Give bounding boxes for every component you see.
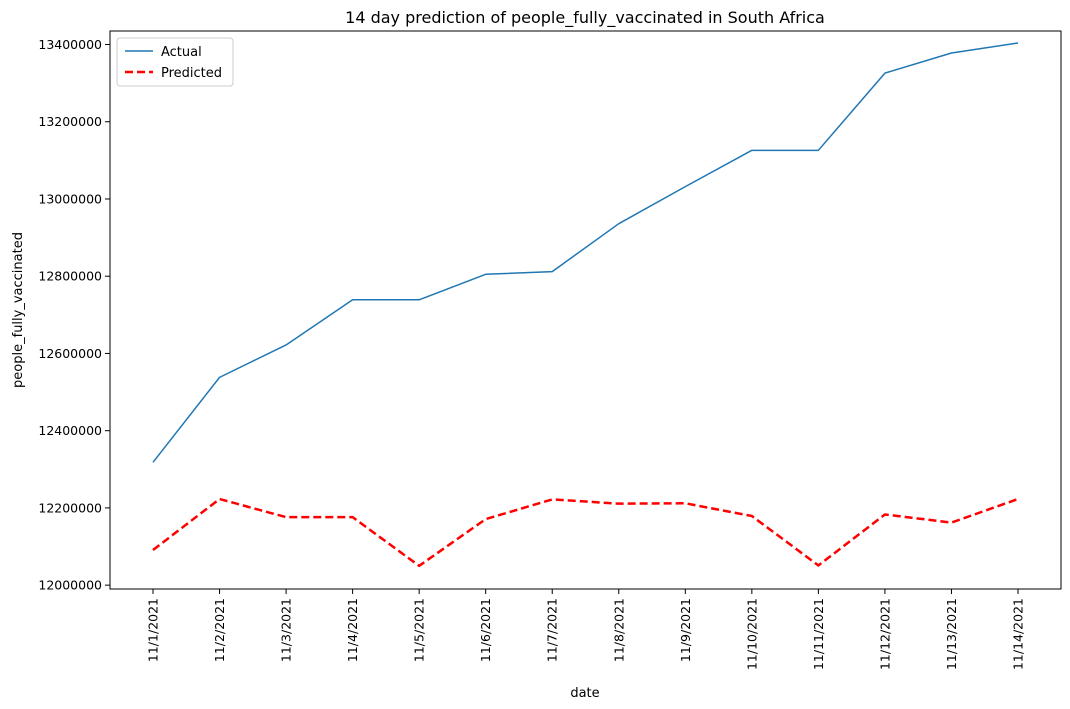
x-tick-label: 11/1/2021 xyxy=(146,598,161,662)
legend-box xyxy=(116,37,234,87)
legend: Actual Predicted xyxy=(116,37,234,87)
x-tick-label: 11/6/2021 xyxy=(478,598,493,662)
x-tick-label: 11/3/2021 xyxy=(279,598,294,662)
y-tick-label: 13200000 xyxy=(38,114,102,129)
plot-area-frame xyxy=(109,30,1062,590)
legend-label-actual: Actual xyxy=(161,45,202,60)
x-tick-label: 11/10/2021 xyxy=(744,598,759,670)
y-tick-label: 12000000 xyxy=(38,578,102,593)
series-layer xyxy=(152,42,1019,568)
legend-label-predicted: Predicted xyxy=(161,66,222,81)
y-tick-label: 12800000 xyxy=(38,269,102,284)
x-tick-label: 11/9/2021 xyxy=(678,598,693,662)
y-tick-label: 12600000 xyxy=(38,346,102,361)
y-tick-label: 13400000 xyxy=(38,37,102,52)
x-tick-label: 11/12/2021 xyxy=(877,598,892,670)
series-line-predicted xyxy=(152,497,1019,568)
y-axis-label: people_fully_vaccinated xyxy=(11,232,26,388)
x-axis: 11/1/2021 11/2/2021 11/3/2021 11/4/2021 11/5… xyxy=(146,589,1026,670)
x-tick-label: 11/5/2021 xyxy=(412,598,427,662)
x-tick-label: 11/14/2021 xyxy=(1011,598,1026,670)
x-axis-label: date xyxy=(570,686,599,701)
chart-title: 14 day prediction of people_fully_vaccin… xyxy=(345,8,825,28)
x-tick-label: 11/4/2021 xyxy=(345,598,360,662)
y-tick-label: 12200000 xyxy=(38,500,102,515)
x-tick-label: 11/7/2021 xyxy=(545,598,560,662)
x-tick-label: 11/13/2021 xyxy=(944,598,959,670)
x-tick-label: 11/2/2021 xyxy=(212,598,227,662)
x-tick-label: 11/11/2021 xyxy=(811,598,826,670)
y-tick-label: 12400000 xyxy=(38,423,102,438)
series-line-actual xyxy=(152,42,1019,463)
y-tick-label: 13000000 xyxy=(38,191,102,206)
x-tick-label: 11/8/2021 xyxy=(611,598,626,662)
y-axis: 12000000 12200000 12400000 12600000 12800000… xyxy=(38,37,110,593)
